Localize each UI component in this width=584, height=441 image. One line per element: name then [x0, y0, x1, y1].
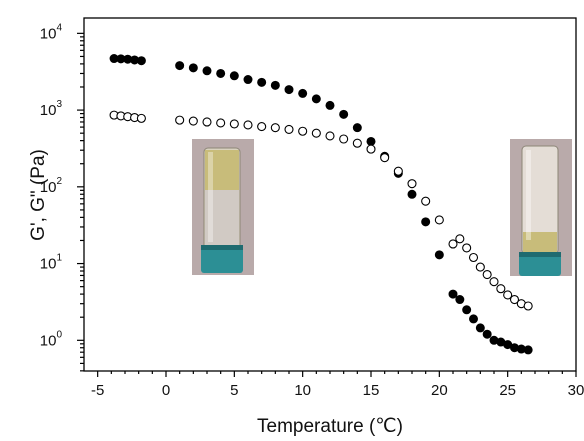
- point-open: [496, 284, 506, 294]
- point-open: [523, 301, 533, 311]
- data-points: [109, 54, 533, 355]
- point-open: [175, 115, 185, 125]
- point-open: [475, 262, 485, 272]
- y-tick-label: 101: [40, 253, 63, 273]
- y-tick-exponent: 1: [56, 253, 62, 264]
- y-axis-label: G', G" (Pa): [28, 149, 49, 241]
- point-filled: [311, 94, 321, 104]
- point-open: [284, 124, 294, 134]
- point-open: [366, 144, 376, 154]
- vial-photo-gel: [192, 139, 254, 275]
- point-open: [298, 126, 308, 136]
- point-filled: [448, 289, 458, 299]
- point-open: [229, 119, 239, 129]
- point-open: [339, 134, 349, 144]
- x-tick-label: 10: [294, 382, 311, 399]
- point-filled: [188, 63, 198, 73]
- point-filled: [298, 88, 308, 98]
- point-filled: [352, 123, 362, 133]
- point-filled: [366, 136, 376, 146]
- point-open: [216, 118, 226, 128]
- point-filled: [469, 314, 478, 324]
- x-tick-label: 15: [363, 382, 380, 399]
- y-tick-exponent: 3: [56, 99, 62, 110]
- point-open: [489, 277, 499, 287]
- y-tick-label: 100: [40, 329, 63, 349]
- point-open: [421, 196, 431, 206]
- point-filled: [455, 295, 465, 305]
- x-tick-label: 25: [499, 382, 516, 399]
- point-filled: [339, 109, 349, 119]
- x-tick-label: 20: [431, 382, 448, 399]
- point-filled: [421, 217, 431, 227]
- point-filled: [325, 100, 335, 110]
- point-open: [407, 179, 417, 189]
- x-tick-label: 0: [162, 382, 170, 399]
- point-open: [257, 122, 267, 132]
- y-tick-exponent: 0: [56, 329, 62, 340]
- y-tick-label: 104: [40, 22, 63, 42]
- point-open: [136, 113, 146, 123]
- point-open: [455, 234, 465, 244]
- point-filled: [270, 80, 280, 90]
- x-tick-label: 30: [568, 382, 584, 399]
- point-filled: [175, 61, 185, 71]
- point-filled: [475, 323, 485, 333]
- point-open: [311, 128, 321, 138]
- point-open: [468, 252, 479, 263]
- point-open: [462, 243, 472, 253]
- y-tick-base: 10: [40, 332, 57, 349]
- point-open: [503, 290, 513, 300]
- point-filled: [523, 345, 533, 355]
- point-filled: [482, 329, 492, 339]
- point-filled: [202, 66, 212, 76]
- point-open: [434, 215, 444, 225]
- y-tick-base: 10: [40, 102, 57, 119]
- point-filled: [284, 85, 294, 95]
- point-open: [352, 138, 362, 148]
- point-open: [393, 166, 403, 176]
- point-filled: [257, 77, 267, 87]
- y-tick-exponent: 2: [56, 176, 62, 187]
- axis-ticks: [77, 32, 577, 377]
- point-filled: [434, 250, 444, 260]
- point-open: [380, 153, 390, 163]
- vial-photo-sol: [510, 139, 572, 276]
- x-tick-label: -5: [91, 382, 104, 399]
- point-filled: [243, 75, 253, 85]
- y-tick-base: 10: [40, 256, 57, 273]
- y-tick-base: 10: [40, 179, 57, 196]
- point-open: [202, 117, 212, 127]
- point-open: [509, 294, 520, 305]
- point-open: [243, 120, 253, 130]
- point-open: [448, 239, 458, 249]
- point-open: [270, 123, 280, 133]
- x-tick-label: 5: [230, 382, 238, 399]
- point-filled: [229, 71, 239, 81]
- plot-frame: [83, 17, 577, 372]
- x-axis-label: Temperature (℃): [257, 416, 403, 437]
- point-open: [482, 269, 492, 280]
- y-tick-label: 102: [40, 176, 63, 196]
- y-tick-exponent: 4: [56, 22, 62, 33]
- point-open: [188, 116, 198, 126]
- point-filled: [136, 56, 146, 66]
- point-filled: [407, 189, 417, 199]
- y-tick-base: 10: [40, 25, 57, 42]
- point-open: [325, 131, 335, 141]
- point-filled: [462, 305, 472, 315]
- point-filled: [216, 68, 226, 78]
- y-tick-label: 103: [40, 99, 63, 119]
